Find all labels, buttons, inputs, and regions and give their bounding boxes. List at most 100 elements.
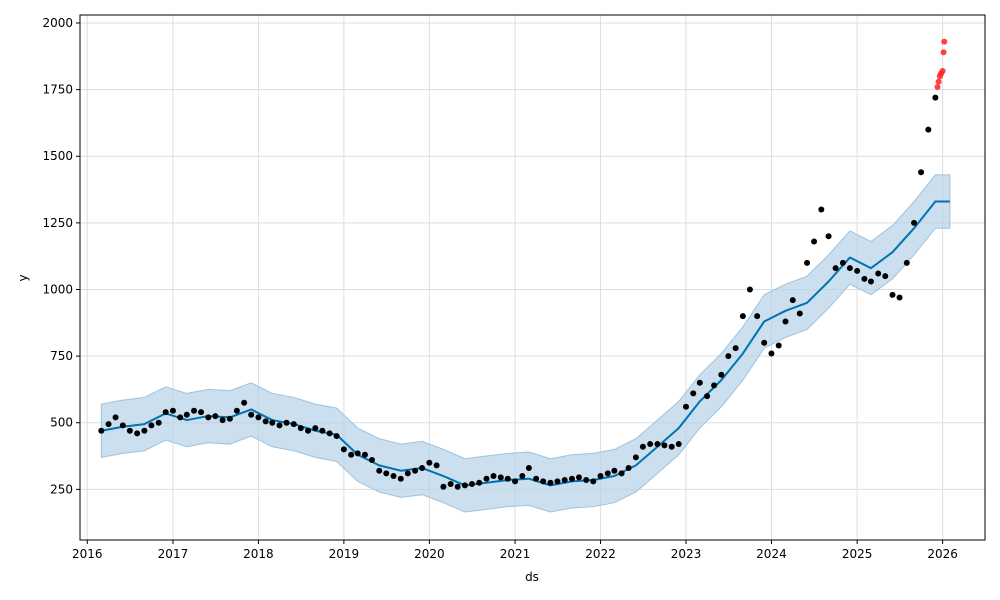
observed-point bbox=[112, 414, 119, 421]
observed-point bbox=[789, 297, 796, 304]
x-tick-label: 2025 bbox=[842, 547, 873, 561]
x-tick-label: 2019 bbox=[329, 547, 360, 561]
y-tick-label: 2000 bbox=[42, 16, 73, 30]
observed-point bbox=[155, 419, 162, 426]
observed-point bbox=[611, 467, 618, 474]
observed-point bbox=[119, 422, 126, 429]
observed-point bbox=[932, 94, 939, 101]
observed-point bbox=[219, 417, 226, 424]
observed-point bbox=[575, 474, 582, 481]
observed-point bbox=[269, 419, 276, 426]
observed-point bbox=[212, 413, 219, 420]
observed-point bbox=[654, 441, 661, 448]
observed-point bbox=[440, 483, 447, 490]
observed-point bbox=[839, 259, 846, 266]
observed-point bbox=[497, 474, 504, 481]
observed-point bbox=[348, 451, 355, 458]
observed-point bbox=[148, 422, 155, 429]
observed-point bbox=[690, 390, 697, 397]
observed-point bbox=[547, 479, 554, 486]
y-tick-label: 1500 bbox=[42, 149, 73, 163]
observed-point bbox=[483, 475, 490, 482]
observed-point bbox=[454, 483, 461, 490]
observed-point bbox=[911, 219, 918, 226]
observed-point bbox=[618, 470, 625, 477]
forecast-line bbox=[101, 200, 950, 487]
recent-point bbox=[934, 83, 941, 90]
x-tick-label: 2020 bbox=[414, 547, 445, 561]
observed-point bbox=[540, 478, 547, 485]
observed-point bbox=[126, 427, 133, 434]
plot-frame bbox=[79, 14, 986, 541]
observed-point bbox=[312, 425, 319, 432]
observed-point bbox=[134, 430, 141, 437]
observed-point bbox=[746, 286, 753, 293]
observed-point bbox=[711, 382, 718, 389]
x-tick-label: 2026 bbox=[927, 547, 958, 561]
observed-point bbox=[804, 259, 811, 266]
observed-point bbox=[433, 462, 440, 469]
observed-point bbox=[647, 441, 654, 448]
y-tick-label: 750 bbox=[50, 349, 73, 363]
observed-point bbox=[925, 126, 932, 133]
observed-point bbox=[404, 470, 411, 477]
observed-point bbox=[419, 465, 426, 472]
observed-point bbox=[675, 441, 682, 448]
observed-point bbox=[739, 313, 746, 320]
observed-point bbox=[782, 318, 789, 325]
observed-point bbox=[918, 169, 925, 176]
observed-point bbox=[191, 407, 198, 414]
observed-point bbox=[768, 350, 775, 357]
observed-point bbox=[340, 446, 347, 453]
observed-point bbox=[504, 475, 511, 482]
observed-point bbox=[198, 409, 205, 416]
observed-point bbox=[333, 433, 340, 440]
x-axis-ticks: 2016 2017 2018 2019 2020 2021 2022 2023 2024 2025… bbox=[72, 540, 958, 561]
observed-point bbox=[476, 479, 483, 486]
observed-point bbox=[205, 414, 212, 421]
observed-point bbox=[390, 473, 397, 480]
observed-point bbox=[519, 473, 526, 480]
observed-points bbox=[98, 94, 939, 490]
observed-point bbox=[361, 451, 368, 458]
observed-point bbox=[533, 475, 540, 482]
observed-point bbox=[354, 450, 361, 457]
observed-point bbox=[169, 407, 176, 414]
observed-point bbox=[867, 278, 874, 285]
observed-point bbox=[368, 457, 375, 464]
observed-point bbox=[696, 379, 703, 386]
observed-point bbox=[412, 467, 419, 474]
observed-point bbox=[326, 430, 333, 437]
observed-point bbox=[775, 342, 782, 349]
x-tick-label: 2017 bbox=[158, 547, 189, 561]
observed-point bbox=[141, 427, 148, 434]
observed-point bbox=[854, 267, 861, 274]
observed-point bbox=[583, 477, 590, 484]
observed-point bbox=[426, 459, 433, 466]
observed-point bbox=[383, 470, 390, 477]
observed-point bbox=[297, 425, 304, 432]
y-tick-label: 1250 bbox=[42, 216, 73, 230]
recent-point bbox=[940, 49, 947, 56]
observed-point bbox=[882, 273, 889, 280]
observed-point bbox=[468, 481, 475, 488]
observed-point bbox=[818, 206, 825, 213]
recent-points bbox=[934, 38, 948, 90]
observed-point bbox=[290, 421, 297, 428]
observed-point bbox=[761, 339, 768, 346]
x-tick-label: 2016 bbox=[72, 547, 103, 561]
observed-point bbox=[248, 411, 255, 418]
observed-point bbox=[811, 238, 818, 245]
recent-point bbox=[941, 38, 948, 45]
observed-point bbox=[597, 473, 604, 480]
x-tick-label: 2023 bbox=[671, 547, 702, 561]
observed-point bbox=[525, 465, 532, 472]
observed-point bbox=[875, 270, 882, 277]
y-axis-label: y bbox=[16, 274, 30, 281]
observed-point bbox=[397, 475, 404, 482]
observed-point bbox=[604, 470, 611, 477]
observed-point bbox=[718, 371, 725, 378]
observed-point bbox=[276, 422, 283, 429]
observed-point bbox=[682, 403, 689, 410]
observed-point bbox=[233, 407, 240, 414]
